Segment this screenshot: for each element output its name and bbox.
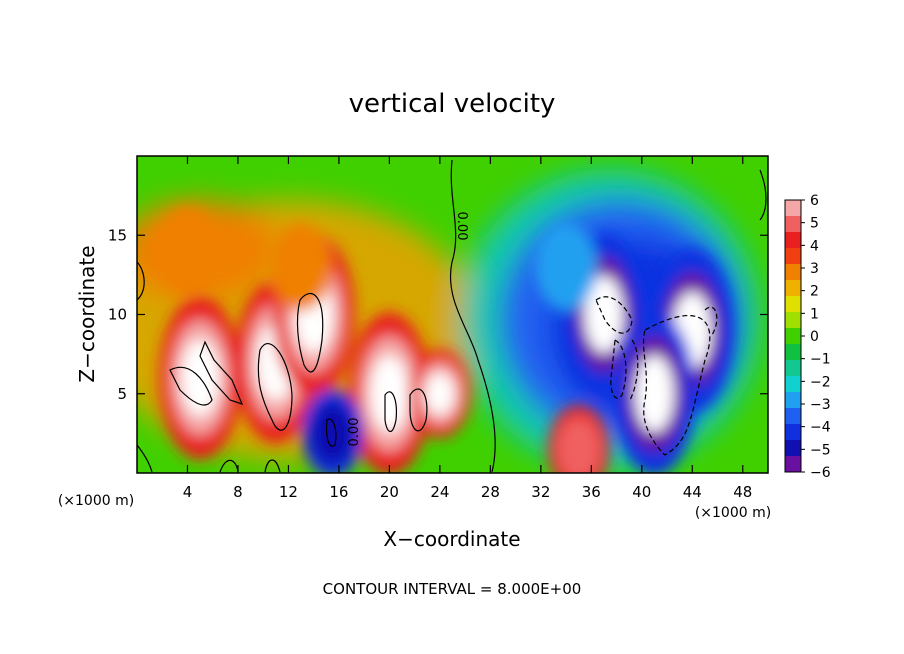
x-ticks: 4 8 12 16 20 24 28 32 36 40 44 48 (183, 156, 752, 501)
x-tick-label: 4 (183, 483, 193, 501)
colorbar-tick-label: −1 (810, 352, 831, 368)
field-cell (425, 372, 455, 415)
x-tick-label: 40 (632, 483, 651, 501)
field-cell (584, 276, 624, 353)
x-tick-label: 32 (531, 483, 550, 501)
plot-area (137, 156, 768, 473)
x-tick-label: 44 (683, 483, 702, 501)
colorbar-swatch (785, 216, 801, 233)
contour-lines (137, 159, 767, 473)
contour-label-2: 0.00 (347, 418, 362, 447)
y-tick-label: 15 (108, 226, 127, 244)
colorbar-tick-label: 6 (810, 193, 819, 209)
y-axis-label: Z−coordinate (75, 245, 99, 382)
colorbar-tick-label: −6 (810, 465, 831, 481)
x-tick-label: 8 (233, 483, 243, 501)
colorbar-swatch (785, 424, 801, 441)
colorbar-tick-label: −4 (810, 420, 831, 436)
x-tick-label: 16 (329, 483, 348, 501)
x-tick-label: 36 (582, 483, 601, 501)
field-cell (318, 412, 348, 455)
field-cell (173, 230, 202, 272)
field-cell (635, 355, 674, 433)
field-cells (156, 206, 734, 473)
colorbar-swatch (785, 408, 801, 425)
colorbar-swatch (785, 232, 801, 249)
chart-title: vertical velocity (349, 89, 556, 119)
colorbar-swatch (785, 312, 801, 329)
x-tick-label: 24 (430, 483, 449, 501)
colorbar-ticks: 6 5 4 3 2 1 0 −1 −2 −3 −4 −5 −6 (801, 193, 831, 481)
colorbar-tick-label: −3 (810, 397, 831, 413)
x-unit-right: (×1000 m) (695, 505, 771, 521)
colorbar-swatch (785, 200, 801, 217)
y-tick-label: 10 (108, 306, 127, 324)
colorbar (784, 199, 802, 473)
x-tick-label: 48 (733, 483, 752, 501)
colorbar-tick-label: −5 (810, 442, 831, 458)
contour-label-1: 0.00 (454, 212, 469, 241)
colorbar-swatch (785, 440, 801, 457)
contour-interval: CONTOUR INTERVAL = 8.000E+00 (323, 580, 582, 598)
colorbar-tick-label: 5 (810, 216, 819, 232)
x-tick-label: 28 (481, 483, 500, 501)
colorbar-tick-label: 4 (810, 238, 819, 254)
x-unit-left: (×1000 m) (58, 493, 134, 509)
colorbar-swatch (785, 360, 801, 377)
colorbar-swatch (785, 456, 801, 473)
x-tick-label: 20 (380, 483, 399, 501)
colorbar-tick-label: 3 (810, 261, 819, 277)
y-ticks: 5 10 15 (108, 226, 768, 403)
colorbar-swatch (785, 248, 801, 265)
colorbar-swatch (785, 264, 801, 281)
field-cell (370, 355, 409, 433)
colorbar-swatch (785, 280, 801, 297)
y-tick-label: 5 (117, 385, 127, 403)
colorbar-tick-label: 1 (810, 306, 819, 322)
contour-lines-dashed (595, 296, 718, 456)
colorbar-swatch (785, 328, 801, 345)
colorbar-swatch (785, 344, 801, 361)
colorbar-tick-label: 2 (810, 284, 819, 300)
field-cell (564, 428, 594, 471)
x-axis-label: X−coordinate (383, 527, 520, 551)
field-cell (551, 246, 581, 288)
colorbar-swatch (785, 296, 801, 313)
colorbar-tick-label: 0 (810, 329, 819, 345)
colorbar-swatch (785, 376, 801, 393)
x-tick-label: 12 (279, 483, 298, 501)
colorbar-tick-label: −2 (810, 374, 831, 390)
colorbar-swatch (785, 392, 801, 409)
field-cell (286, 246, 316, 288)
